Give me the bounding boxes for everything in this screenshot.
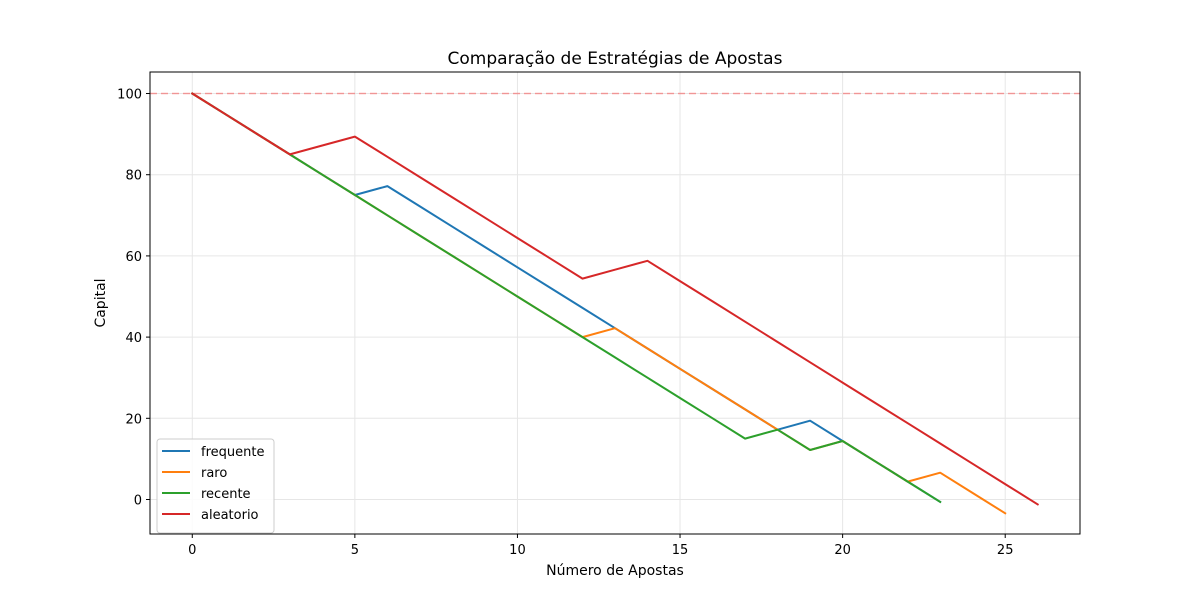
plot-area-frame bbox=[149, 71, 1081, 535]
x-tick-label: 5 bbox=[351, 543, 359, 558]
x-tick-label: 15 bbox=[672, 543, 689, 558]
x-axis-title: Número de Apostas bbox=[546, 563, 684, 579]
series-layer bbox=[190, 92, 1040, 515]
legend: frequente raro recente aleatorio bbox=[156, 438, 275, 534]
grid bbox=[150, 72, 1080, 534]
y-axis-title: Capital bbox=[93, 278, 109, 327]
x-tick-label: 25 bbox=[997, 543, 1014, 558]
legend-label-frequente: frequente bbox=[201, 445, 264, 460]
y-tick-label: 80 bbox=[125, 169, 142, 184]
legend-label-aleatorio: aleatorio bbox=[201, 508, 259, 523]
x-tick-label: 0 bbox=[188, 543, 196, 558]
y-tick-label: 40 bbox=[125, 331, 142, 346]
y-tick-label: 0 bbox=[134, 493, 142, 508]
series-line-aleatorio bbox=[190, 92, 1040, 506]
y-tick-label: 20 bbox=[125, 412, 142, 427]
legend-box bbox=[156, 438, 275, 534]
y-axis-ticks: 0 20 40 60 80 100 bbox=[117, 88, 150, 508]
legend-label-raro: raro bbox=[201, 466, 227, 481]
x-axis-ticks: 0 5 10 15 20 25 bbox=[188, 534, 1013, 558]
legend-label-recente: recente bbox=[201, 487, 251, 502]
y-tick-label: 60 bbox=[125, 250, 142, 265]
series-line-recente bbox=[190, 92, 942, 504]
chart-title: Comparação de Estratégias de Apostas bbox=[448, 49, 783, 69]
y-tick-label: 100 bbox=[117, 88, 142, 103]
x-tick-label: 10 bbox=[509, 543, 526, 558]
x-tick-label: 20 bbox=[834, 543, 851, 558]
